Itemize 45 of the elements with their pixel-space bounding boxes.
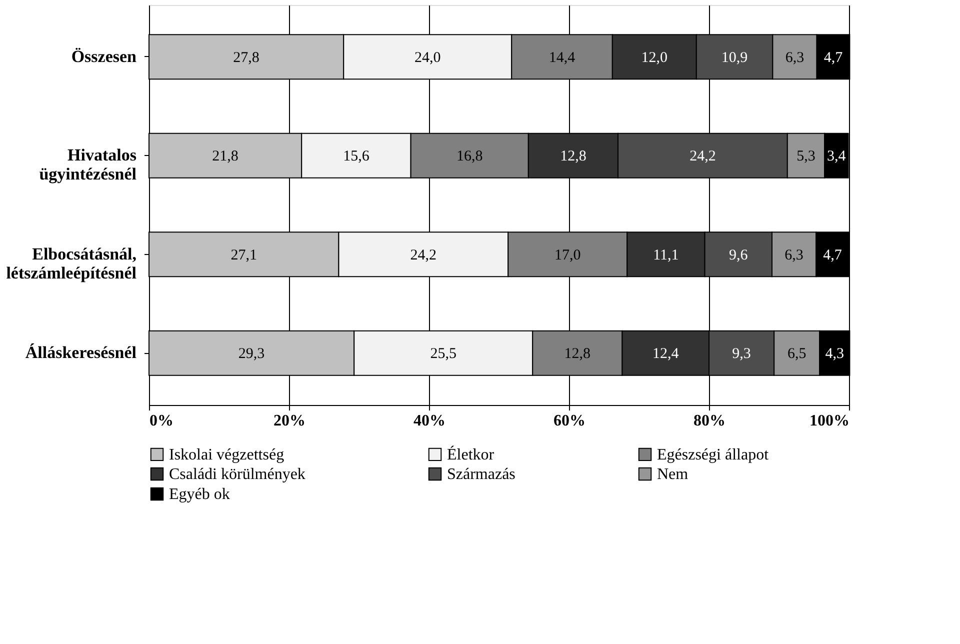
data-label: 11,1: [653, 247, 679, 264]
data-label: 17,0: [554, 247, 581, 264]
x-tick-label: 0%: [150, 412, 174, 430]
data-label: 24,2: [690, 148, 716, 165]
x-tick-label: 80%: [694, 412, 726, 430]
data-label: 12,8: [560, 148, 586, 165]
data-label: 21,8: [212, 148, 238, 165]
legend-label: Egészségi állapot: [657, 446, 770, 464]
y-tick-label: Összesen: [71, 46, 138, 66]
y-tick-label: Álláskeresésnél: [25, 343, 137, 362]
data-label: 9,6: [729, 247, 748, 264]
data-label: 24,0: [414, 50, 441, 66]
x-tick-label: 20%: [274, 412, 306, 430]
x-tick-label: 60%: [554, 412, 586, 430]
data-label: 27,1: [230, 247, 257, 264]
legend-label: Családi körülmények: [169, 466, 306, 483]
data-label: 25,5: [430, 346, 456, 362]
data-label: 12,4: [652, 346, 680, 362]
legend-label: Egyéb ok: [169, 486, 230, 503]
legend-label: Nem: [657, 466, 689, 483]
x-tick-label: 100%: [810, 412, 850, 430]
data-label: 29,3: [238, 346, 265, 362]
data-label: 14,4: [548, 50, 576, 66]
data-label: 27,8: [233, 50, 260, 66]
data-label: 3,4: [827, 148, 846, 165]
data-label: 10,9: [721, 50, 748, 66]
data-label: 6,3: [785, 50, 804, 66]
data-label: 4,7: [823, 247, 842, 264]
data-label: 16,8: [456, 148, 483, 165]
data-label: 4,3: [825, 346, 844, 362]
legend-label: Életkor: [447, 445, 495, 464]
x-tick-label: 40%: [414, 412, 446, 430]
data-label: 6,5: [787, 346, 806, 362]
data-label: 24,2: [410, 247, 437, 264]
data-label: 9,3: [732, 346, 751, 362]
data-label: 5,3: [796, 148, 816, 165]
y-tick-label: Elbocsátásnál, létszámleépítésnél: [6, 244, 137, 282]
data-label: 4,7: [824, 50, 844, 66]
y-tick-label: Hivatalos ügyintézésnél: [39, 146, 137, 184]
data-label: 6,3: [784, 247, 804, 264]
data-label: 12,0: [641, 50, 668, 66]
legend-label: Iskolai végzettség: [169, 446, 284, 464]
data-label: 12,8: [564, 346, 591, 362]
legend-label: Származás: [447, 466, 516, 483]
data-label: 15,6: [343, 148, 370, 165]
